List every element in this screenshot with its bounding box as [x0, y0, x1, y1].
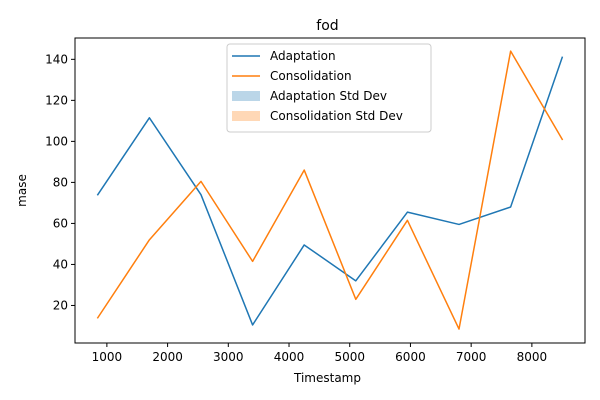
y-tick-label: 60 [53, 216, 68, 230]
y-axis-label: mase [15, 174, 29, 207]
x-tick-label: 3000 [213, 350, 244, 364]
series-line-adaptation [96, 56, 564, 326]
y-tick-label: 20 [53, 298, 68, 312]
legend-label: Consolidation [270, 69, 352, 83]
legend-box [226, 43, 432, 133]
x-tick-label: 1000 [92, 350, 123, 364]
axes-frame [74, 37, 586, 344]
legend-label: Adaptation [270, 49, 336, 63]
x-tick-label: 6000 [395, 350, 426, 364]
legend: Adaptation Consolidation Adaptation Std De… [226, 43, 432, 133]
y-tick-label: 120 [45, 93, 68, 107]
y-tick-label: 140 [45, 52, 68, 66]
legend-entries: Adaptation Consolidation Adaptation Std De… [232, 49, 403, 123]
legend-band-swatch [232, 91, 260, 101]
x-tick-label: 8000 [517, 350, 548, 364]
y-axis-ticks: 20 40 60 80 100 120 140 [45, 52, 75, 312]
x-axis-label: Timestamp [293, 371, 361, 385]
y-tick-label: 100 [45, 134, 68, 148]
x-tick-label: 4000 [274, 350, 305, 364]
legend-band-swatch [232, 111, 260, 121]
legend-label: Consolidation Std Dev [270, 109, 403, 123]
y-tick-label: 40 [53, 257, 68, 271]
chart-title: fod [316, 18, 338, 34]
plot-area [74, 37, 586, 344]
x-axis-ticks: 1000 2000 3000 4000 5000 6000 7000 8000 [92, 343, 548, 364]
series-line-consolidation [96, 50, 564, 330]
x-tick-label: 5000 [334, 350, 365, 364]
y-tick-label: 80 [53, 175, 68, 189]
x-tick-label: 7000 [456, 350, 487, 364]
legend-label: Adaptation Std Dev [270, 89, 387, 103]
x-tick-label: 2000 [152, 350, 183, 364]
series-layer [96, 50, 564, 330]
